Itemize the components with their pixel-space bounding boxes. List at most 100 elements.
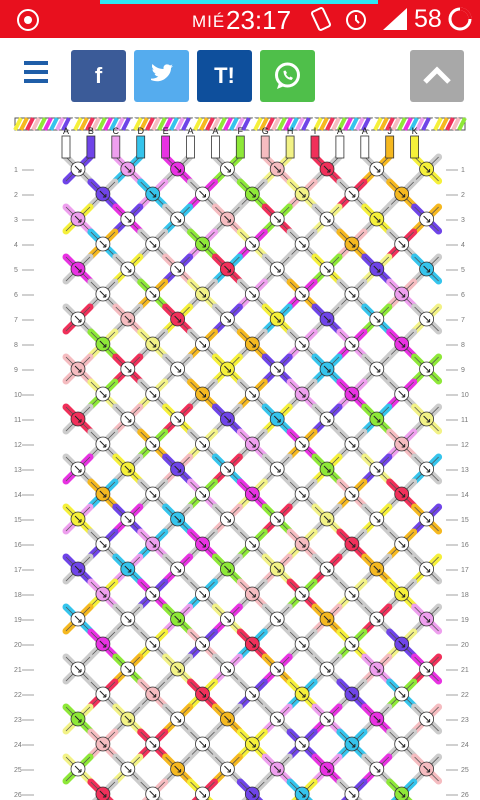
knot-arrow-icon <box>273 565 281 573</box>
row-number-left: 9 <box>14 367 18 374</box>
knot-arrow-icon <box>273 465 281 473</box>
status-time: 23:17 <box>226 5 292 35</box>
stripe-segment <box>397 117 407 131</box>
knot-arrow-icon <box>398 590 406 598</box>
stripe-segment <box>25 117 35 131</box>
knot-arrow-icon <box>124 215 132 223</box>
stripe-segment <box>49 117 59 131</box>
row-number-left: 6 <box>14 292 18 299</box>
hamburger-icon[interactable] <box>24 61 48 83</box>
knot-arrow-icon <box>224 365 231 373</box>
knot-arrow-icon <box>348 390 356 398</box>
row-number-left: 11 <box>14 417 21 424</box>
knot-arrow-icon <box>373 515 381 523</box>
knot-arrow-icon <box>149 190 157 198</box>
row-number-right: 21 <box>461 667 469 674</box>
stripe-segment <box>217 117 227 131</box>
row-number-right: 4 <box>461 242 465 249</box>
knot-arrow-icon <box>423 615 431 623</box>
knot-arrow-icon <box>74 365 82 373</box>
stripe-segment <box>31 117 41 131</box>
stripe-segment <box>283 117 293 131</box>
knot-arrow-icon <box>224 315 231 323</box>
row-number-left: 3 <box>14 217 18 224</box>
scroll-up-button[interactable] <box>410 50 464 102</box>
stripe-segment <box>367 117 377 131</box>
knot-arrow-icon <box>248 590 256 598</box>
knot-arrow-icon <box>398 490 406 498</box>
stripe-segment <box>265 117 275 131</box>
row-number-left: 12 <box>14 442 22 449</box>
knot-arrow-icon <box>373 715 381 723</box>
knot-arrow-icon <box>174 265 182 273</box>
stripe-segment <box>307 117 317 131</box>
knot-arrow-icon <box>348 340 356 348</box>
knot-arrow-icon <box>398 640 406 648</box>
stripe-segment <box>325 117 335 131</box>
twitter-share-button[interactable] <box>134 50 189 102</box>
knot-arrow-icon <box>423 315 431 323</box>
knot-arrow-icon <box>298 590 306 598</box>
knot-arrow-icon <box>248 640 256 648</box>
knot-arrow-icon <box>74 765 82 773</box>
knot-arrow-icon <box>323 715 331 723</box>
knot-arrow-icon <box>348 290 356 298</box>
stripe-segment <box>361 117 371 131</box>
knot-arrow-icon <box>423 765 431 773</box>
stripe-segment <box>103 117 113 131</box>
knot-arrow-icon <box>298 390 306 398</box>
stripe-segment <box>259 117 269 131</box>
knot-arrow-icon <box>248 390 256 398</box>
knot-arrow-icon <box>149 790 157 798</box>
row-number-right: 8 <box>461 342 465 349</box>
stripe-segment <box>247 117 257 131</box>
knot-arrow-icon <box>298 790 306 798</box>
knot-arrow-icon <box>174 665 182 673</box>
knot-arrow-icon <box>398 290 406 298</box>
knot-arrow-icon <box>199 740 206 748</box>
knot-arrow-icon <box>149 390 157 398</box>
stripe-segment <box>121 117 131 131</box>
strand-label: A <box>337 126 343 136</box>
knot-arrow-icon <box>174 515 182 523</box>
knot-arrow-icon <box>74 615 82 623</box>
stripe-segment <box>157 117 167 131</box>
knot-arrow-icon <box>323 165 331 173</box>
tuenti-share-button[interactable]: T! <box>197 50 252 102</box>
knot-arrow-icon <box>99 540 107 548</box>
strand-label: A <box>362 126 368 136</box>
stripe-segment <box>271 117 281 131</box>
knot-arrow-icon <box>149 340 157 348</box>
color-stripe <box>13 117 467 131</box>
stripe-segment <box>355 117 365 131</box>
stripe-segment <box>55 117 65 131</box>
row-number-left: 26 <box>14 792 22 799</box>
knot-arrow-icon <box>199 490 206 498</box>
stripe-segment <box>97 117 107 131</box>
knot-arrow-icon <box>273 315 281 323</box>
strand-stub <box>260 135 270 159</box>
knot-arrow-icon <box>149 240 157 248</box>
knot-arrow-icon <box>149 590 157 598</box>
stripe-segment <box>211 117 221 131</box>
knot-arrow-icon <box>348 640 356 648</box>
knot-arrow-icon <box>373 565 381 573</box>
knot-arrow-icon <box>423 215 431 223</box>
knot-arrow-icon <box>149 490 157 498</box>
facebook-share-button[interactable]: f <box>71 50 126 102</box>
stripe-segment <box>277 117 287 131</box>
row-number-right: 7 <box>461 317 465 324</box>
stripe-segment <box>79 117 89 131</box>
whatsapp-share-button[interactable] <box>260 50 315 102</box>
knot-arrow-icon <box>74 665 82 673</box>
knot-arrow-icon <box>323 315 331 323</box>
stripe-segment <box>109 117 119 131</box>
stripe-segment <box>415 117 425 131</box>
strand-label: C <box>113 126 120 136</box>
strand-stub <box>385 135 395 159</box>
row-number-right: 25 <box>461 767 469 774</box>
knot-arrow-icon <box>74 265 82 273</box>
stripe-segment <box>451 117 461 131</box>
knot-arrow-icon <box>174 565 182 573</box>
